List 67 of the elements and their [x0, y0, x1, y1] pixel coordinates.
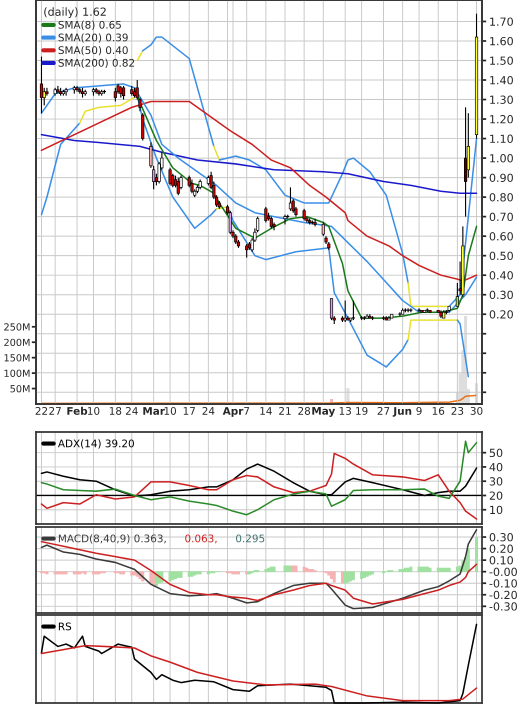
x-tick-label: 7	[244, 407, 250, 415]
x-tick-label: 18	[110, 406, 122, 415]
x-tick-label: 23	[452, 406, 464, 415]
x-tick-label: 13	[340, 406, 351, 415]
x-tick-label: 27	[378, 406, 390, 415]
y-tick-label: 0.30	[490, 290, 513, 300]
y-tick-label: 0.30	[490, 533, 513, 542]
y2-tick-label: 150M	[4, 354, 30, 362]
y-tick-label: -0.30	[489, 602, 517, 611]
x-tick-label: 16	[432, 406, 444, 415]
y-tick-label: 1.20	[490, 115, 513, 124]
x-tick-label: 10	[88, 406, 100, 415]
y-tick-label: 30	[490, 477, 502, 486]
x-tick-label: 28	[298, 406, 310, 415]
y-tick-label: 40	[489, 462, 502, 472]
y-tick-label: -0.10	[489, 579, 517, 588]
x-tick-label: Mar	[143, 407, 165, 415]
y-tick-label: 0.90	[490, 174, 513, 182]
x-tick-label: 24	[126, 406, 138, 415]
x-tick-label: 17	[184, 407, 195, 415]
text: 0.063,	[185, 534, 217, 544]
y-tick-label: 50	[490, 448, 502, 458]
x-tick-label: 27	[49, 406, 61, 415]
legend-label: RS	[58, 622, 72, 630]
x-tick-label: 9	[416, 406, 422, 415]
y-tick-label: 1.30	[490, 96, 513, 104]
x-tick-label: 14	[260, 407, 272, 415]
y-tick-label: 0.80	[490, 193, 513, 202]
y-tick-label: 20	[490, 491, 502, 500]
legend-label: SMA(8) 0.65	[58, 20, 121, 30]
legend-label: ADX(14) 39.20	[58, 439, 134, 449]
y-tick-label: 0.70	[490, 212, 513, 222]
x-tick-label: 21	[279, 406, 291, 415]
y2-tick-label: 200M	[4, 338, 30, 346]
y-tick-label: 1.40	[490, 76, 513, 84]
y-tick-label: 1.50	[490, 56, 513, 65]
y-tick-label: 0.10	[490, 556, 513, 565]
legend-label: SMA(200) 0.82	[58, 58, 134, 68]
y-tick-label: 1.00	[490, 154, 513, 162]
y-tick-label: 0.40	[490, 271, 513, 280]
x-tick-label: May	[312, 407, 336, 417]
y2-tick-label: 50M	[10, 385, 30, 392]
x-tick-label: Jun	[392, 407, 412, 417]
y-tick-label: 10	[490, 506, 502, 514]
y-tick-label: 0.50	[490, 252, 513, 260]
y2-tick-label: 100M	[4, 370, 30, 377]
x-tick-label: Apr	[222, 407, 244, 417]
y2-tick-label: 250M	[4, 323, 30, 331]
x-tick-label: 22	[36, 406, 48, 415]
x-tick-label: 19	[356, 406, 368, 415]
y-tick-label: -0.20	[489, 590, 517, 600]
x-tick-label: 24	[202, 406, 214, 415]
y-tick-label: -0.00	[489, 568, 517, 576]
text: 0.295	[236, 534, 264, 542]
y-tick-label: 0.60	[490, 232, 513, 241]
legend-title: (daily) 1.62	[44, 7, 106, 18]
y-tick-label: 1.70	[490, 17, 513, 26]
legend-label: SMA(20) 0.39	[58, 33, 128, 43]
legend-label: SMA(50) 0.40	[58, 46, 128, 56]
x-tick-label: 10	[164, 406, 176, 415]
y-tick-label: 0.20	[490, 310, 513, 319]
x-tick-label: Feb	[67, 406, 88, 415]
x-tick-label: 30	[470, 406, 482, 415]
y-tick-label: 1.60	[490, 36, 513, 46]
legend-label: MACD(8,40,9) 0.363,	[58, 534, 166, 544]
y-tick-label: 1.10	[490, 134, 513, 143]
y-tick-label: 0.20	[490, 544, 513, 553]
